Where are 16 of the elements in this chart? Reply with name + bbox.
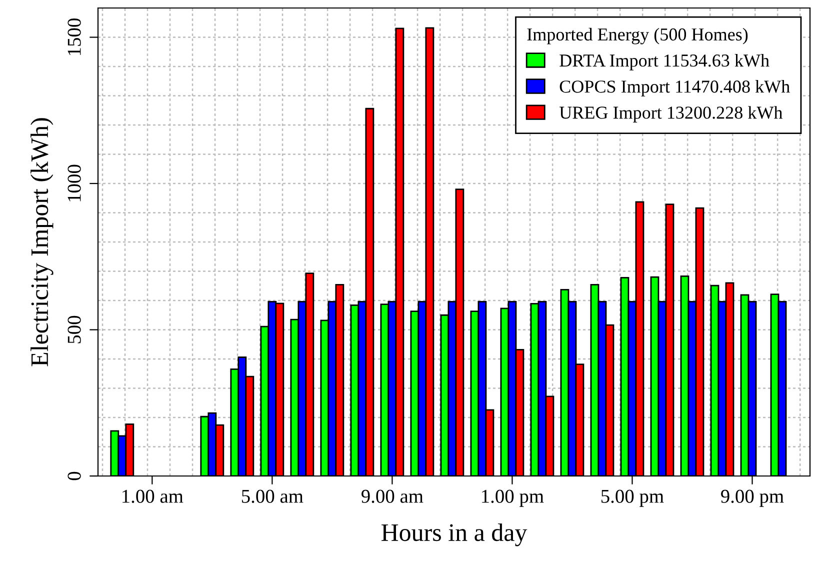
x-axis-title: Hours in a day [381, 523, 528, 546]
legend-label: COPCS Import 11470.408 kWh [560, 80, 790, 96]
legend-label: DRTA Import 11534.63 kWh [560, 54, 770, 70]
x-tick-label: 9.00 pm [721, 490, 784, 507]
y-tick-label: 1500 [68, 18, 81, 55]
y-axis-title: Electricity Import (kWh) [30, 118, 54, 366]
x-tick-label: 9.00 am [361, 490, 424, 503]
x-tick-label: 1.00 pm [482, 490, 544, 507]
x-tick-label: 5.00 am [242, 490, 304, 503]
x-tick-label: 5.00 pm [601, 490, 664, 507]
x-tick-label: 1.00 am [122, 490, 184, 503]
y-tick-label: 500 [68, 316, 81, 344]
legend-label: UREG Import 13200.228 kWh [559, 106, 783, 122]
y-tick-label: 1000 [68, 164, 81, 202]
y-tick-label: 0 [68, 472, 81, 480]
legend-title: Imported Energy (500 Homes) [527, 28, 748, 44]
